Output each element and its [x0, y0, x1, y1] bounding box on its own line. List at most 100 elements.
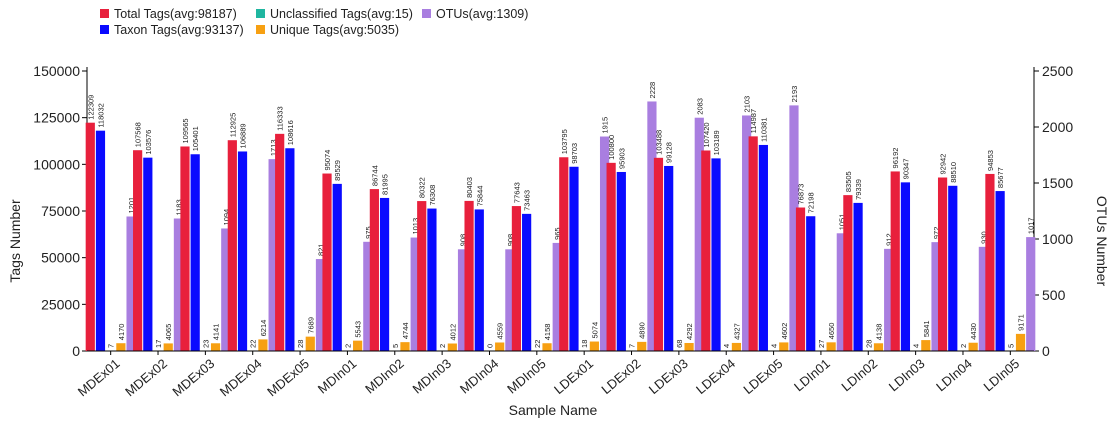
y-tick-label: 0: [72, 343, 80, 359]
bar: [542, 343, 552, 351]
y-tick-label: 25000: [41, 296, 80, 312]
bar-value-label: 106889: [239, 123, 248, 148]
bar: [637, 341, 647, 351]
bar: [427, 208, 437, 351]
x-tick-label: LDEx03: [646, 356, 691, 397]
bar: [606, 162, 616, 351]
bar-value-label: 68: [675, 340, 684, 348]
y-axis-right: 0 500 1000 1500 2000 2500: [1033, 63, 1073, 359]
y-tick-label: 125000: [33, 110, 80, 126]
bar-value-label: 965: [553, 227, 562, 240]
bar: [931, 242, 941, 351]
bar-value-label: 4: [722, 344, 731, 348]
bar-value-label: 2: [343, 344, 352, 348]
bar-value-label: 90347: [901, 158, 910, 179]
bar-value-label: 930: [979, 231, 988, 244]
bar-value-label: 4890: [638, 322, 647, 339]
bar: [268, 159, 278, 351]
bar: [495, 342, 505, 351]
x-tick-label: LDIn05: [980, 356, 1022, 394]
bar-value-label: 18: [580, 340, 589, 348]
x-tick-label: LDIn01: [791, 356, 833, 394]
bar: [285, 148, 295, 351]
x-tick-label: MDEx05: [264, 356, 312, 400]
bar-value-label: 7: [628, 344, 637, 348]
bar-value-label: 4292: [685, 323, 694, 340]
bar: [353, 340, 363, 351]
bar-value-label: 22: [533, 340, 542, 348]
bar: [694, 117, 704, 351]
bar: [995, 191, 1005, 351]
bar: [873, 343, 884, 351]
legend-swatch: [256, 9, 265, 18]
bar-value-label: 108616: [286, 120, 295, 145]
legend-label: Unique Tags(avg:5035): [270, 23, 399, 37]
bar-value-label: 77643: [512, 182, 521, 203]
y-axis-left: 0 25000 50000 75000 100000 125000 150000: [33, 63, 88, 359]
bar: [410, 237, 420, 351]
bar-value-label: 98703: [570, 143, 579, 164]
bar-value-label: 4138: [874, 324, 883, 341]
bar-value-label: 27: [817, 340, 826, 348]
bar: [599, 136, 610, 351]
bar: [116, 343, 126, 351]
x-tick-label: LDIn03: [886, 356, 928, 394]
x-tick-label: MDIn02: [362, 356, 407, 397]
bar-value-label: 107568: [134, 122, 143, 147]
bar: [836, 233, 846, 351]
bar: [742, 115, 752, 352]
bar-value-label: 114987: [749, 109, 758, 133]
bar-value-label: 81995: [381, 174, 390, 195]
bar: [701, 150, 711, 351]
bar-value-label: 112925: [228, 113, 237, 137]
bar-value-label: 92942: [939, 154, 948, 175]
bar: [474, 209, 484, 351]
bar-value-label: 94853: [986, 150, 995, 171]
bar-value-label: 96192: [891, 148, 900, 169]
legend-label: OTUs(avg:1309): [436, 7, 528, 21]
bar-value-label: 103189: [712, 130, 721, 155]
legend-swatch: [422, 9, 431, 18]
bar: [1015, 333, 1026, 351]
bar-value-label: 4065: [164, 324, 173, 341]
x-tick-label: MDEx04: [217, 356, 265, 400]
bar-value-label: 80403: [465, 177, 474, 198]
bar-value-label: 95903: [617, 148, 626, 169]
bar-value-label: 95074: [323, 150, 332, 171]
x-tick-label: LDIn02: [838, 356, 880, 394]
legend-swatch: [100, 25, 109, 34]
bar-value-label: 975: [364, 226, 373, 239]
bar-value-label: 2103: [743, 96, 752, 113]
bar: [806, 216, 816, 351]
bar: [853, 202, 863, 351]
bar-value-label: 85677: [996, 167, 1005, 188]
bar-value-label: 2: [959, 344, 968, 348]
bar: [884, 248, 894, 351]
bar-value-label: 7: [107, 344, 116, 348]
bar: [173, 218, 184, 351]
bar: [305, 336, 315, 351]
x-tick-label: MDIn05: [504, 356, 549, 397]
bar-value-label: 1051: [837, 214, 846, 231]
x-axis: MDEx01 MDEx02 MDEx03 MDEx04 MDEx05 MDIn01 MDIn…: [75, 350, 1034, 400]
bar-value-label: 17: [154, 340, 163, 348]
bar: [511, 206, 522, 351]
legend-swatch: [100, 9, 109, 18]
bar: [221, 228, 231, 351]
bar-value-label: 118032: [96, 103, 105, 127]
bar-value-label: 4602: [780, 323, 789, 340]
bar-value-label: 4430: [969, 323, 978, 340]
bar-value-label: 821: [316, 244, 325, 257]
bar: [227, 140, 237, 351]
legend-label: Taxon Tags(avg:93137): [114, 23, 244, 37]
bar-value-label: 4170: [117, 324, 126, 341]
bar-value-label: 4327: [732, 323, 741, 340]
x-tick-label: LDEx02: [598, 356, 643, 397]
bar: [758, 144, 768, 351]
y-tick-label: 75000: [41, 203, 80, 219]
bar: [826, 342, 836, 351]
bar-value-label: 28: [864, 340, 873, 348]
bar: [85, 122, 95, 351]
bar: [163, 343, 173, 351]
